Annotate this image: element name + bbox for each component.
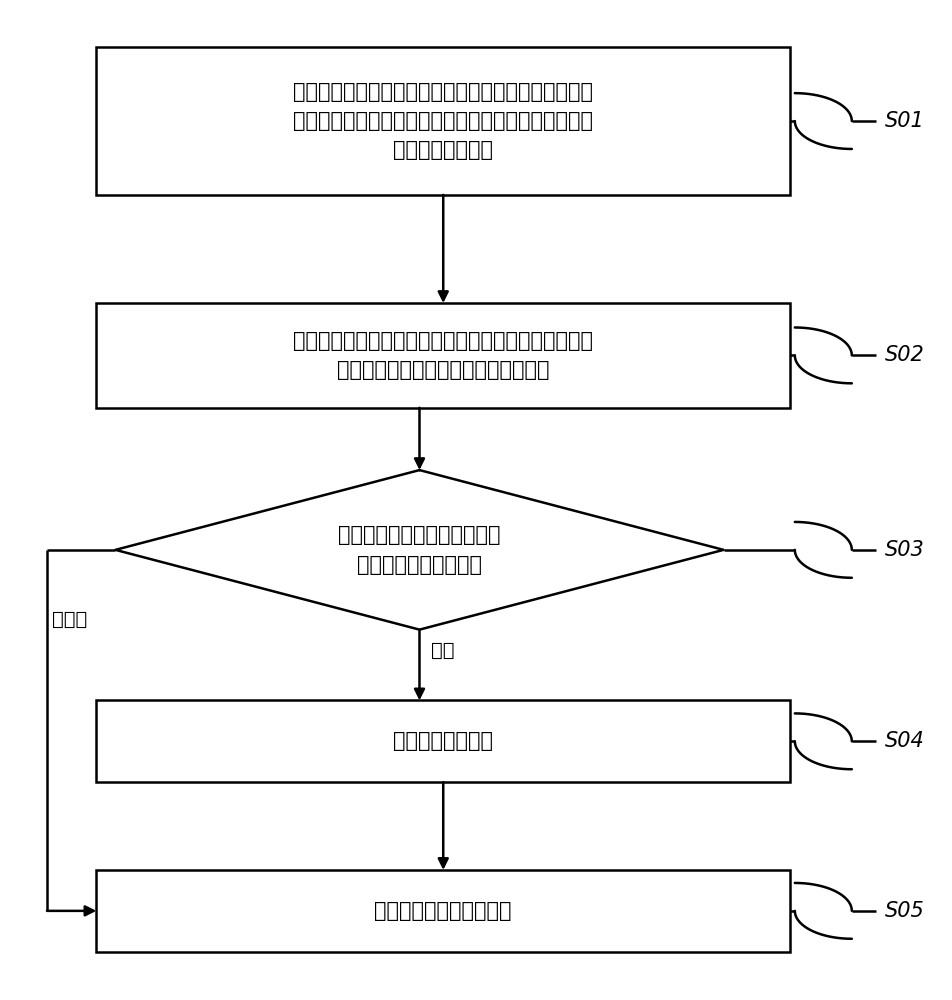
Text: 未故障: 未故障	[51, 610, 87, 629]
Text: S04: S04	[884, 731, 923, 751]
Text: 控制绝缘检测电路中的绝缘检测模块进行绝缘检测，以
获得绝缘检测电路中加热膜的绝缘阻值: 控制绝缘检测电路中的绝缘检测模块进行绝缘检测，以 获得绝缘检测电路中加热膜的绝缘…	[293, 331, 592, 380]
Text: S05: S05	[884, 901, 923, 921]
Text: 根据加热膜的绝缘阻值确定加
热膜是否发生绝缘故障: 根据加热膜的绝缘阻值确定加 热膜是否发生绝缘故障	[338, 525, 500, 575]
Text: 在检测到快充充电桩的快充枪插枪信号时，控制绝缘检
测电路中的正极开关、负极开关和加热膜开关断开，并
控制预充开关闭合: 在检测到快充充电桩的快充枪插枪信号时，控制绝缘检 测电路中的正极开关、负极开关和…	[293, 82, 592, 160]
Text: 停止对加热膜的绝缘检测: 停止对加热膜的绝缘检测	[374, 901, 511, 921]
Text: S03: S03	[884, 540, 923, 560]
Bar	[96, 47, 789, 195]
Bar	[96, 870, 789, 952]
Bar	[96, 700, 789, 782]
Bar	[96, 303, 789, 408]
Text: S02: S02	[884, 345, 923, 365]
Text: 进行绝缘故障提示: 进行绝缘故障提示	[393, 731, 493, 751]
Text: S01: S01	[884, 111, 923, 131]
Text: 故障: 故障	[431, 641, 454, 660]
